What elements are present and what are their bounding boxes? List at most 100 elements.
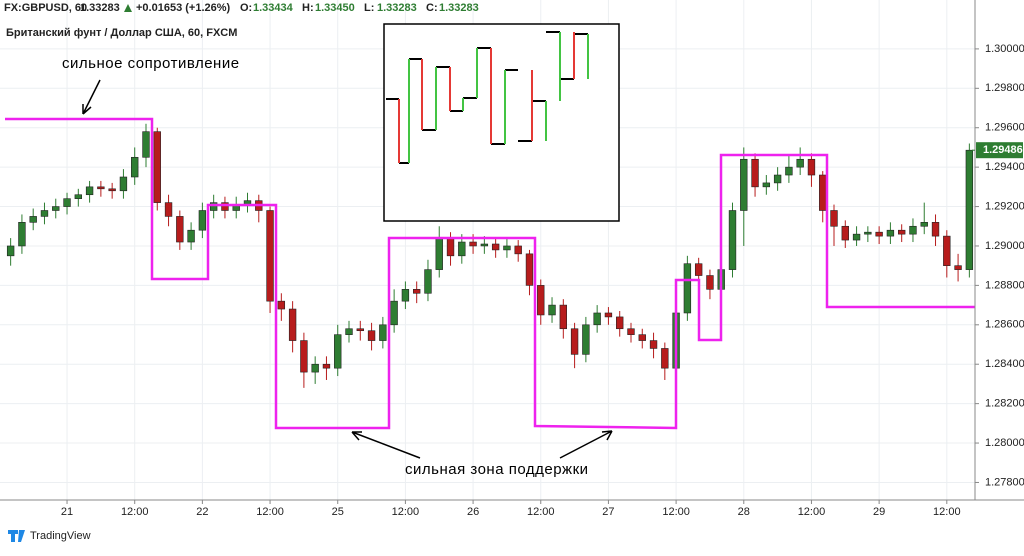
candle-body [356, 328, 364, 332]
candle-body [706, 275, 714, 290]
arrow [559, 430, 613, 459]
candle-body [807, 158, 816, 176]
y-tick-label: 1.28000 [985, 437, 1024, 449]
candle-body [367, 330, 376, 341]
candle-body [773, 174, 782, 184]
ohlc-value: 1.33283 [377, 2, 417, 14]
candle-body [694, 263, 703, 276]
candle-body [176, 216, 184, 243]
candle-body [300, 340, 308, 373]
change: +0.01653 (+1.26%) [136, 2, 231, 14]
x-tick-label: 28 [738, 506, 750, 518]
candle-body [108, 188, 116, 192]
candle-body [785, 166, 793, 176]
candle-body [458, 241, 466, 257]
candle-body [52, 206, 60, 211]
x-tick-label: 12:00 [662, 506, 690, 518]
candle-body [909, 225, 917, 235]
candle-body [221, 202, 229, 211]
candle-body [198, 210, 207, 231]
ohlc-label: L: [364, 2, 374, 14]
candle-body [401, 289, 410, 302]
candle-body [740, 158, 748, 211]
candle-body [852, 233, 861, 241]
candle-body [728, 210, 737, 270]
candle-body [965, 149, 974, 270]
candle-body [886, 229, 895, 237]
candle-body [209, 202, 218, 211]
candle-body [627, 328, 635, 335]
ohlc-label: H: [302, 2, 314, 14]
candle-body [288, 308, 297, 341]
brand-logo [8, 530, 25, 542]
candle-body [85, 186, 94, 196]
x-tick-label: 12:00 [933, 506, 961, 518]
candle-body [503, 245, 511, 251]
candle-body [40, 210, 49, 217]
inset-frame [383, 23, 620, 222]
candle-body [661, 348, 669, 369]
x-tick-label: 27 [602, 506, 614, 518]
y-tick-label: 1.29600 [985, 122, 1024, 134]
candle-body [943, 235, 951, 266]
candle-body [424, 269, 432, 294]
candle-body [830, 210, 838, 227]
candle-body [446, 237, 455, 257]
y-tick-label: 1.29400 [985, 161, 1024, 173]
candle-body [841, 225, 849, 241]
candle-body [119, 176, 128, 192]
price: 1.33283 [80, 2, 120, 14]
x-tick-label: 26 [467, 506, 479, 518]
candle-body [334, 334, 342, 369]
candle-body [379, 324, 387, 341]
y-tick-label: 1.28600 [985, 319, 1024, 331]
brand: TradingView [30, 530, 91, 542]
candle-body [469, 241, 477, 247]
y-tick-label: 1.28400 [985, 358, 1024, 370]
candle-body [570, 328, 579, 355]
candle-body [604, 312, 613, 318]
inset-diagram [383, 23, 620, 222]
candle-body [525, 253, 534, 286]
candle-body [898, 229, 906, 235]
annotation: сильная зона поддержки [405, 461, 589, 478]
candle-body [582, 324, 590, 355]
ohlc-value: 1.33434 [253, 2, 294, 14]
candle-body [6, 245, 15, 257]
candle-body [537, 285, 545, 316]
ohlc-value: 1.33283 [439, 2, 479, 14]
x-tick-label: 22 [196, 506, 208, 518]
x-tick-label: 12:00 [798, 506, 826, 518]
candle-body [649, 340, 658, 349]
arrow [351, 431, 421, 459]
x-tick-label: 21 [61, 506, 73, 518]
inset-steps [386, 31, 588, 164]
candle-body [954, 265, 962, 270]
x-tick-label: 12:00 [121, 506, 149, 518]
inset-down [398, 32, 575, 163]
candle-body [311, 363, 319, 373]
x-tick-label: 25 [332, 506, 344, 518]
last-price-label: 1.29486 [983, 144, 1023, 156]
x-tick-label: 12:00 [256, 506, 284, 518]
y-tick-label: 1.29800 [985, 82, 1024, 94]
candle-body [875, 231, 883, 237]
candle-body [63, 198, 71, 207]
y-tick-label: 1.27800 [985, 476, 1024, 488]
candle-body [751, 158, 759, 188]
candle-body [390, 300, 398, 326]
ohlc-value: 1.33450 [315, 2, 355, 14]
annotation: сильное сопротивление [62, 55, 240, 72]
candle-body [164, 202, 173, 217]
candle-body [322, 363, 331, 369]
candle-body [131, 156, 139, 178]
candle-body [74, 194, 82, 199]
x-tick-label: 12:00 [527, 506, 555, 518]
ohlc-label: C: [426, 2, 438, 14]
candle-body [29, 216, 37, 223]
y-tick-label: 1.28800 [985, 279, 1024, 291]
candle-body [514, 245, 522, 255]
candle-body [864, 231, 872, 235]
